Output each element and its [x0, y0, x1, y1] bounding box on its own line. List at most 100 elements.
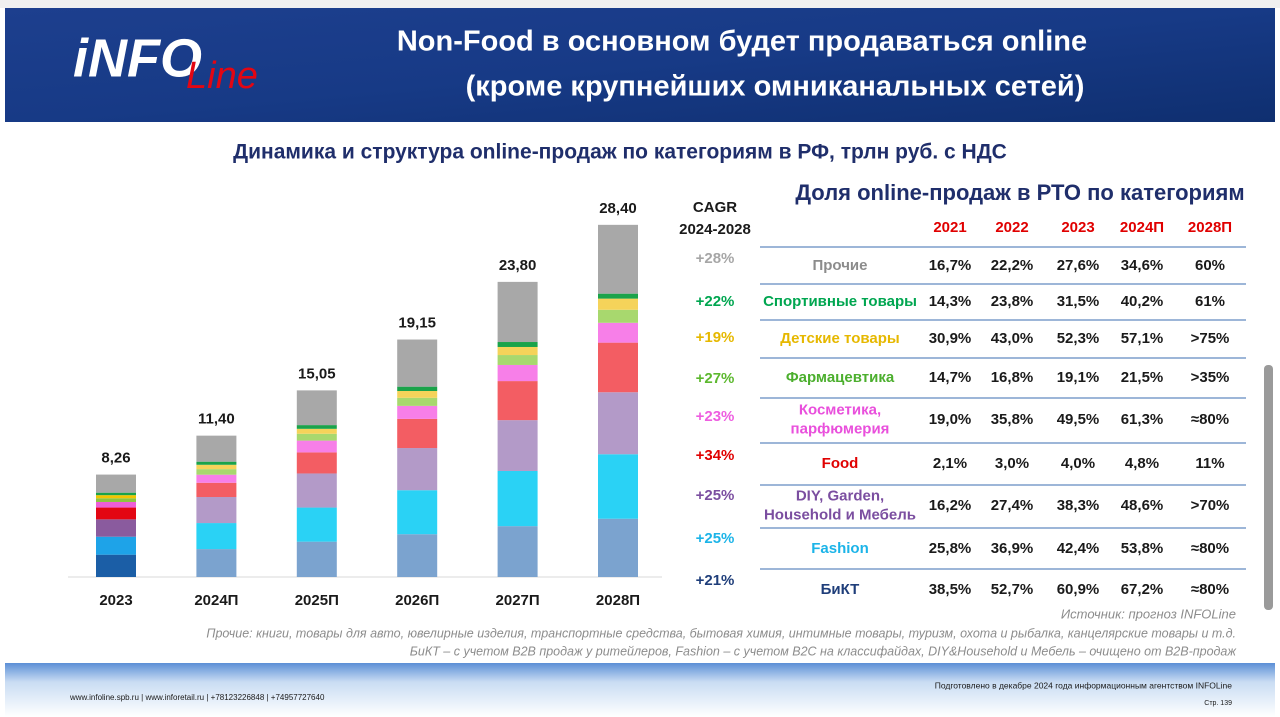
bar-segment	[296, 390, 337, 426]
bar-segment	[196, 469, 237, 475]
bar-segment	[397, 339, 438, 387]
cagr-value: +27%	[696, 370, 735, 387]
bar-segment	[598, 342, 638, 393]
total-label: 15,05	[298, 365, 336, 382]
table-cell: 27,4%	[991, 497, 1034, 514]
bar-segment	[296, 440, 337, 453]
bar-segment	[497, 346, 538, 356]
column-header: 2022	[995, 219, 1028, 236]
bar-segment	[598, 309, 638, 323]
bar-segment	[296, 473, 337, 508]
scrollbar[interactable]	[1264, 365, 1273, 610]
table-cell: ≈80%	[1191, 581, 1229, 598]
x-tick-label: 2028П	[596, 592, 640, 609]
table-cell: 31,5%	[1057, 293, 1100, 310]
table-cell: 42,4%	[1057, 540, 1100, 557]
table-cell: 19,0%	[929, 411, 972, 428]
footer-prepared: Подготовлено в декабре 2024 года информа…	[935, 680, 1233, 690]
bar-segment	[196, 549, 237, 577]
row-name: Спортивные товары	[763, 293, 917, 310]
table-cell: 43,0%	[991, 330, 1034, 347]
bar-segment	[497, 526, 538, 577]
cagr-title: CAGR	[693, 199, 737, 216]
row-name: БиКТ	[821, 581, 860, 598]
bar-segment	[497, 364, 538, 382]
bar-segment	[96, 554, 136, 577]
bar-segment	[397, 391, 438, 398]
table-cell: 14,7%	[929, 369, 972, 386]
bar-segment	[296, 541, 337, 577]
bar-segment	[598, 392, 638, 455]
table-cell: 4,0%	[1061, 455, 1095, 472]
table-cell: 11%	[1195, 455, 1224, 472]
column-header: 2024П	[1120, 219, 1164, 236]
header-band	[5, 8, 1275, 122]
page-number: Стр. 139	[1204, 700, 1232, 707]
table-cell: 38,3%	[1057, 497, 1100, 514]
table-cell: 48,6%	[1121, 497, 1164, 514]
table-cell: 16,7%	[929, 257, 972, 274]
bar-segment	[397, 490, 438, 535]
footnote: БиКТ – с учетом B2B продаж у ритейлеров,…	[410, 644, 1238, 658]
table-cell: 40,2%	[1121, 293, 1164, 310]
table-cell: >75%	[1191, 330, 1230, 347]
x-tick-label: 2023	[99, 592, 132, 609]
table-cell: 34,6%	[1121, 257, 1164, 274]
table-cell: 14,3%	[929, 293, 972, 310]
bar-segment	[96, 501, 136, 508]
table-cell: 53,8%	[1121, 540, 1164, 557]
x-tick-label: 2026П	[395, 592, 439, 609]
row-name: Fashion	[811, 540, 869, 557]
table-cell: 23,8%	[991, 293, 1034, 310]
table-cell: 21,5%	[1121, 369, 1164, 386]
bar-segment	[598, 322, 638, 343]
footer-band	[5, 663, 1275, 717]
table-cell: 52,3%	[1057, 330, 1100, 347]
table-cell: 22,2%	[991, 257, 1034, 274]
bar-segment	[497, 355, 538, 365]
bar-segment	[196, 464, 237, 470]
bar-segment	[296, 507, 337, 542]
top-edge	[0, 0, 1280, 8]
column-header: 2021	[933, 219, 966, 236]
row-name: DIY, Garden,	[796, 487, 884, 504]
bar-segment	[296, 428, 337, 434]
total-label: 19,15	[398, 315, 436, 332]
table-cell: 2,1%	[933, 455, 967, 472]
bar-segment	[196, 523, 237, 550]
cagr-value: +22%	[696, 293, 735, 310]
column-header: 2028П	[1188, 219, 1232, 236]
bar-segment	[96, 498, 136, 502]
bar-segment	[397, 397, 438, 406]
bar-segment	[397, 534, 438, 577]
bar-segment	[196, 435, 237, 462]
x-tick-label: 2027П	[496, 592, 540, 609]
slide-title: Non-Food в основном будет продаваться on…	[397, 26, 1087, 58]
bar-segment	[96, 474, 136, 493]
table-cell: 16,2%	[929, 497, 972, 514]
table-cell: 27,6%	[1057, 257, 1100, 274]
bar-segment	[497, 281, 538, 343]
x-tick-label: 2025П	[295, 592, 339, 609]
bar-segment	[196, 482, 237, 498]
table-cell: 30,9%	[929, 330, 972, 347]
cagr-value: +23%	[696, 408, 735, 425]
column-header: 2023	[1061, 219, 1094, 236]
table-cell: >35%	[1191, 369, 1230, 386]
total-label: 28,40	[599, 200, 637, 217]
bar-segment	[196, 474, 237, 483]
footnote: Прочие: книги, товары для авто, ювелирны…	[206, 626, 1236, 640]
cagr-title: 2024-2028	[679, 221, 751, 238]
table-cell: 49,5%	[1057, 411, 1100, 428]
bar-segment	[497, 342, 538, 347]
bar-segment	[497, 420, 538, 471]
bar-segment	[196, 461, 237, 465]
table-cell: 36,9%	[991, 540, 1034, 557]
slide-title: (кроме крупнейших омниканальных сетей)	[466, 71, 1085, 103]
cagr-value: +28%	[696, 250, 735, 267]
table-title: Доля online-продаж в РТО по категориям	[795, 180, 1244, 205]
table-cell: 61,3%	[1121, 411, 1164, 428]
bar-segment	[598, 454, 638, 519]
row-name: Household и Мебель	[764, 506, 916, 523]
bar-segment	[497, 470, 538, 527]
